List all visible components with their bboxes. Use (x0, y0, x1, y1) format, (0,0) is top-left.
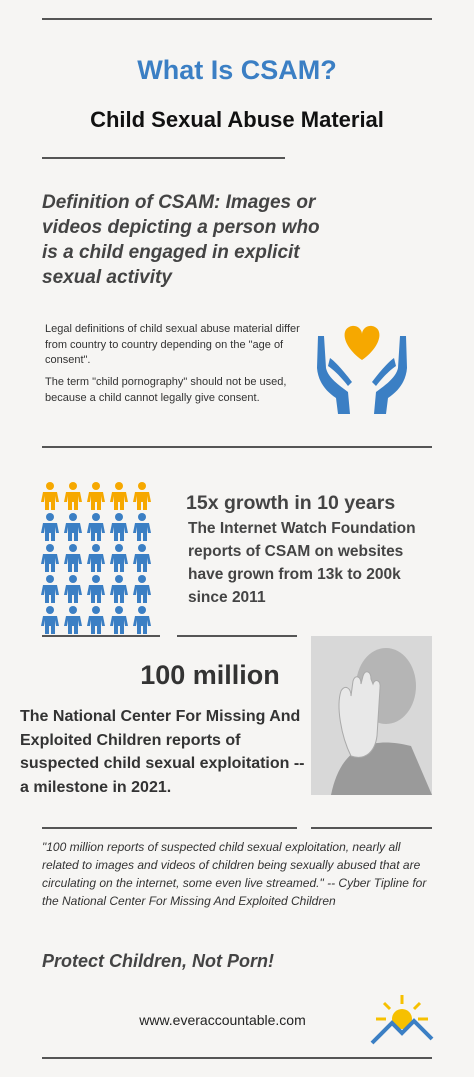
person-icon (110, 575, 128, 603)
title: What Is CSAM? (137, 55, 337, 85)
person-icon (64, 544, 82, 572)
person-icon (87, 575, 105, 603)
divider (42, 18, 432, 20)
person-icon (41, 513, 59, 541)
person-icon (87, 606, 105, 634)
person-icon (87, 513, 105, 541)
person-icon (87, 544, 105, 572)
definition-body: The term "child pornography" should not … (45, 376, 287, 404)
definition-heading: Definition of CSAM: Images or videos dep… (42, 192, 320, 288)
subtitle: Child Sexual Abuse Material (90, 107, 384, 132)
heart-hands-icon (317, 325, 407, 414)
person-icon (110, 513, 128, 541)
divider (42, 157, 285, 159)
slogan: Protect Children, Not Porn! (42, 951, 275, 971)
divider (42, 446, 432, 448)
person-icon (87, 482, 105, 510)
person-icon (64, 482, 82, 510)
divider (42, 635, 160, 637)
person-icon (64, 513, 82, 541)
person-icon (110, 544, 128, 572)
person-icon (41, 544, 59, 572)
website-url: www.everaccountable.com (139, 1012, 306, 1028)
people-icon-grid (41, 482, 151, 634)
divider (42, 1057, 432, 1059)
quote: "100 million reports of suspected child … (42, 840, 427, 908)
person-icon (64, 606, 82, 634)
stat-text: The National Center For Missing And Expl… (20, 708, 305, 796)
person-icon (41, 606, 59, 634)
person-icon (133, 606, 151, 634)
person-icon (133, 575, 151, 603)
person-icon (110, 606, 128, 634)
stat-heading: 100 million (140, 660, 280, 690)
person-icon (41, 575, 59, 603)
person-icon (133, 513, 151, 541)
person-icon (110, 482, 128, 510)
definition-body: Legal definitions of child sexual abuse … (45, 323, 300, 366)
growth-heading: 15x growth in 10 years (186, 492, 396, 514)
logo (370, 995, 434, 1045)
person-icon (41, 482, 59, 510)
divider (311, 827, 432, 829)
divider (42, 827, 297, 829)
person-icon (133, 482, 151, 510)
divider (177, 635, 297, 637)
growth-text: The Internet Watch Foundation reports of… (188, 520, 416, 606)
person-icon (133, 544, 151, 572)
person-icon (64, 575, 82, 603)
photo (311, 636, 432, 795)
